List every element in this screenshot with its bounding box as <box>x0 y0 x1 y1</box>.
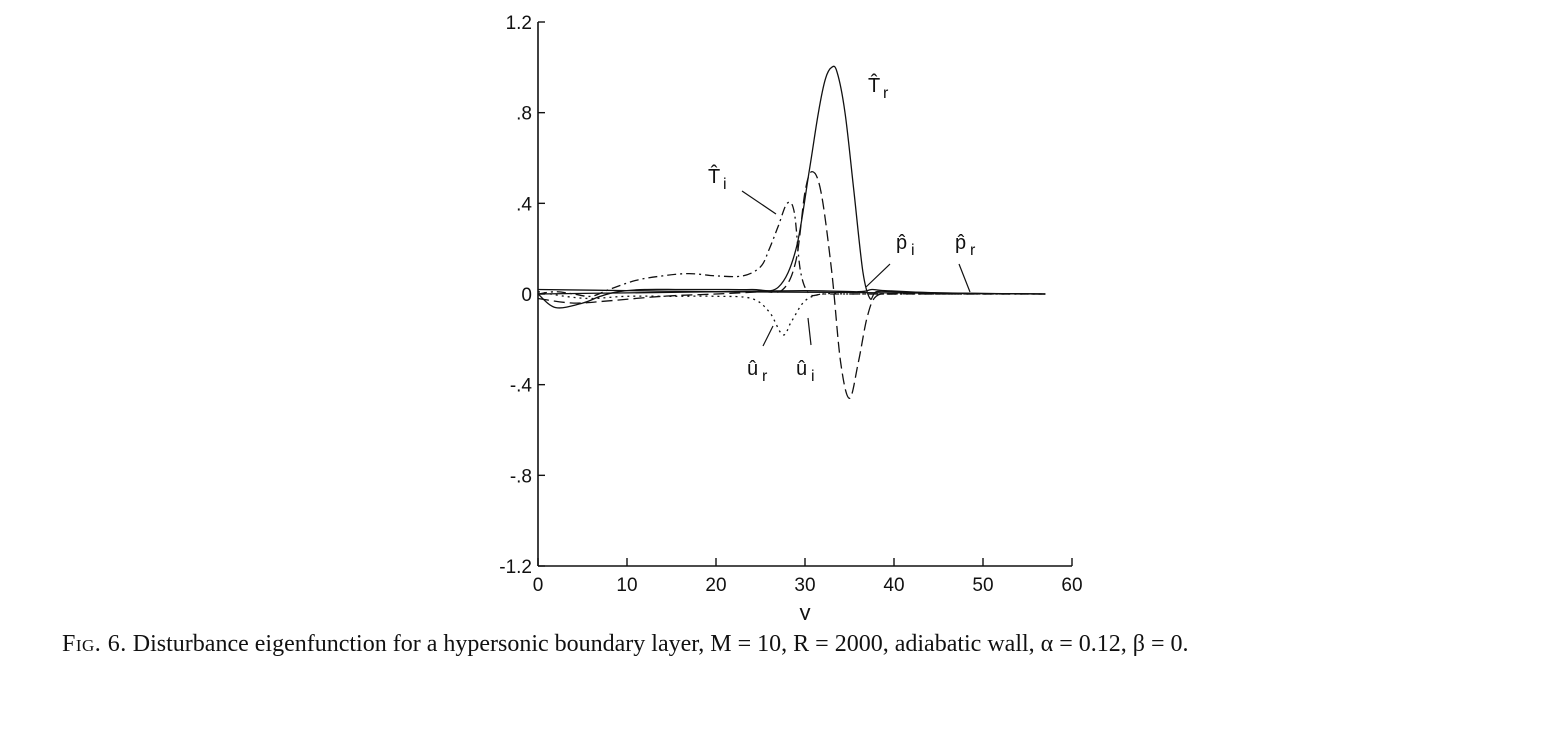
y-tick-label: 0 <box>521 285 532 306</box>
eigenfunction-chart: 1.2.8.40-.4-.8-1.20 10 20 30 40 50 60y T̂ rT̂ ip… <box>499 13 1082 620</box>
label-t-r: T̂ <box>868 74 880 97</box>
curve-t-r <box>537 65 1046 309</box>
x-tick-label: 10 <box>616 575 637 596</box>
label-t-i: T̂ <box>708 165 720 188</box>
leader-line <box>762 325 774 347</box>
curve-u-i <box>537 170 1046 399</box>
label-p-r-subscript: r <box>970 242 976 259</box>
y-tick-label: -.8 <box>510 466 532 487</box>
label-u-i: û <box>796 358 807 380</box>
curves <box>537 65 1046 399</box>
label-p-i-subscript: i <box>911 242 915 259</box>
y-tick-label: .4 <box>516 194 532 215</box>
leader-line <box>741 190 777 215</box>
figure-caption: Fig. 6. Disturbance eigenfunction for a … <box>62 628 1482 661</box>
axes: 1.2.8.40-.4-.8-1.20 10 20 30 40 50 60y <box>499 13 1082 620</box>
label-t-i-subscript: i <box>723 176 727 193</box>
label-p-r: p̂ <box>955 232 966 254</box>
x-tick-label: 40 <box>883 575 904 596</box>
x-axis-title: y <box>800 600 811 620</box>
label-u-r-subscript: r <box>762 368 768 385</box>
y-tick-label: -.4 <box>510 376 533 397</box>
leader-line <box>807 317 812 346</box>
y-tick-label: .8 <box>516 104 532 125</box>
x-tick-label: 20 <box>705 575 726 596</box>
curve-u-r <box>537 291 1046 336</box>
figure-number: Fig. 6. <box>62 631 127 657</box>
curve-p-r <box>537 288 1046 295</box>
x-tick-label: 30 <box>794 575 815 596</box>
y-tick-label: 1.2 <box>506 13 532 34</box>
x-tick-label: 0 <box>533 575 544 596</box>
label-u-i-subscript: i <box>811 368 815 385</box>
x-tick-label: 50 <box>972 575 993 596</box>
label-p-i: p̂ <box>896 232 907 254</box>
curve-labels: T̂ rT̂ ip̂ i p̂ rû r û i <box>708 74 976 385</box>
leader-line <box>865 263 891 288</box>
x-tick-label: 60 <box>1061 575 1082 596</box>
caption-text: Disturbance eigenfunction for a hyperson… <box>132 631 1189 657</box>
label-t-r-subscript: r <box>883 85 889 102</box>
leader-line <box>958 263 971 293</box>
y-tick-label: -1.2 <box>499 557 532 578</box>
label-u-r: û <box>747 358 758 380</box>
